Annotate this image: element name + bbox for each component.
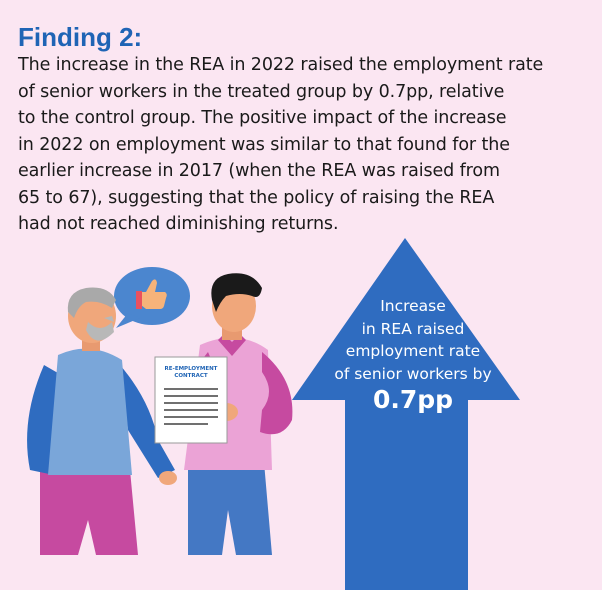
finding-body-line: 65 to 67), suggesting that the policy of…	[18, 187, 495, 208]
finding-body-line: to the control group. The positive impac…	[18, 108, 507, 128]
finding-body-line: had not reached diminishing returns.	[18, 214, 339, 234]
finding-body: The increase in the REA in 2022 raised t…	[18, 52, 578, 238]
contract-document: RE-EMPLOYMENT CONTRACT	[154, 356, 228, 444]
arrow-caption: Increase in REA raised employment rate o…	[318, 295, 508, 385]
finding-title: Finding 2:	[18, 22, 143, 52]
arrow-caption-line: Increase	[380, 297, 446, 315]
thumbs-up-speech-bubble-icon	[114, 267, 190, 328]
finding-body-line: earlier increase in 2017 (when the REA w…	[18, 161, 500, 181]
contract-title-line2: CONTRACT	[174, 373, 208, 379]
arrow-value: 0.7pp	[372, 385, 454, 414]
older-man-figure	[27, 287, 177, 555]
contract-title-line1: RE-EMPLOYMENT	[165, 366, 218, 372]
finding-body-line: in 2022 on employment was similar to tha…	[18, 134, 510, 155]
arrow-caption-line: of senior workers by	[334, 364, 492, 383]
arrow-caption-line: in REA raised	[361, 319, 465, 338]
arrow-caption-line: employment rate	[345, 342, 481, 360]
finding-body-line: The increase in the REA in 2022 raised t…	[18, 55, 544, 75]
up-arrow-icon	[292, 238, 520, 590]
finding-body-line: of senior workers in the treated group b…	[18, 81, 505, 102]
